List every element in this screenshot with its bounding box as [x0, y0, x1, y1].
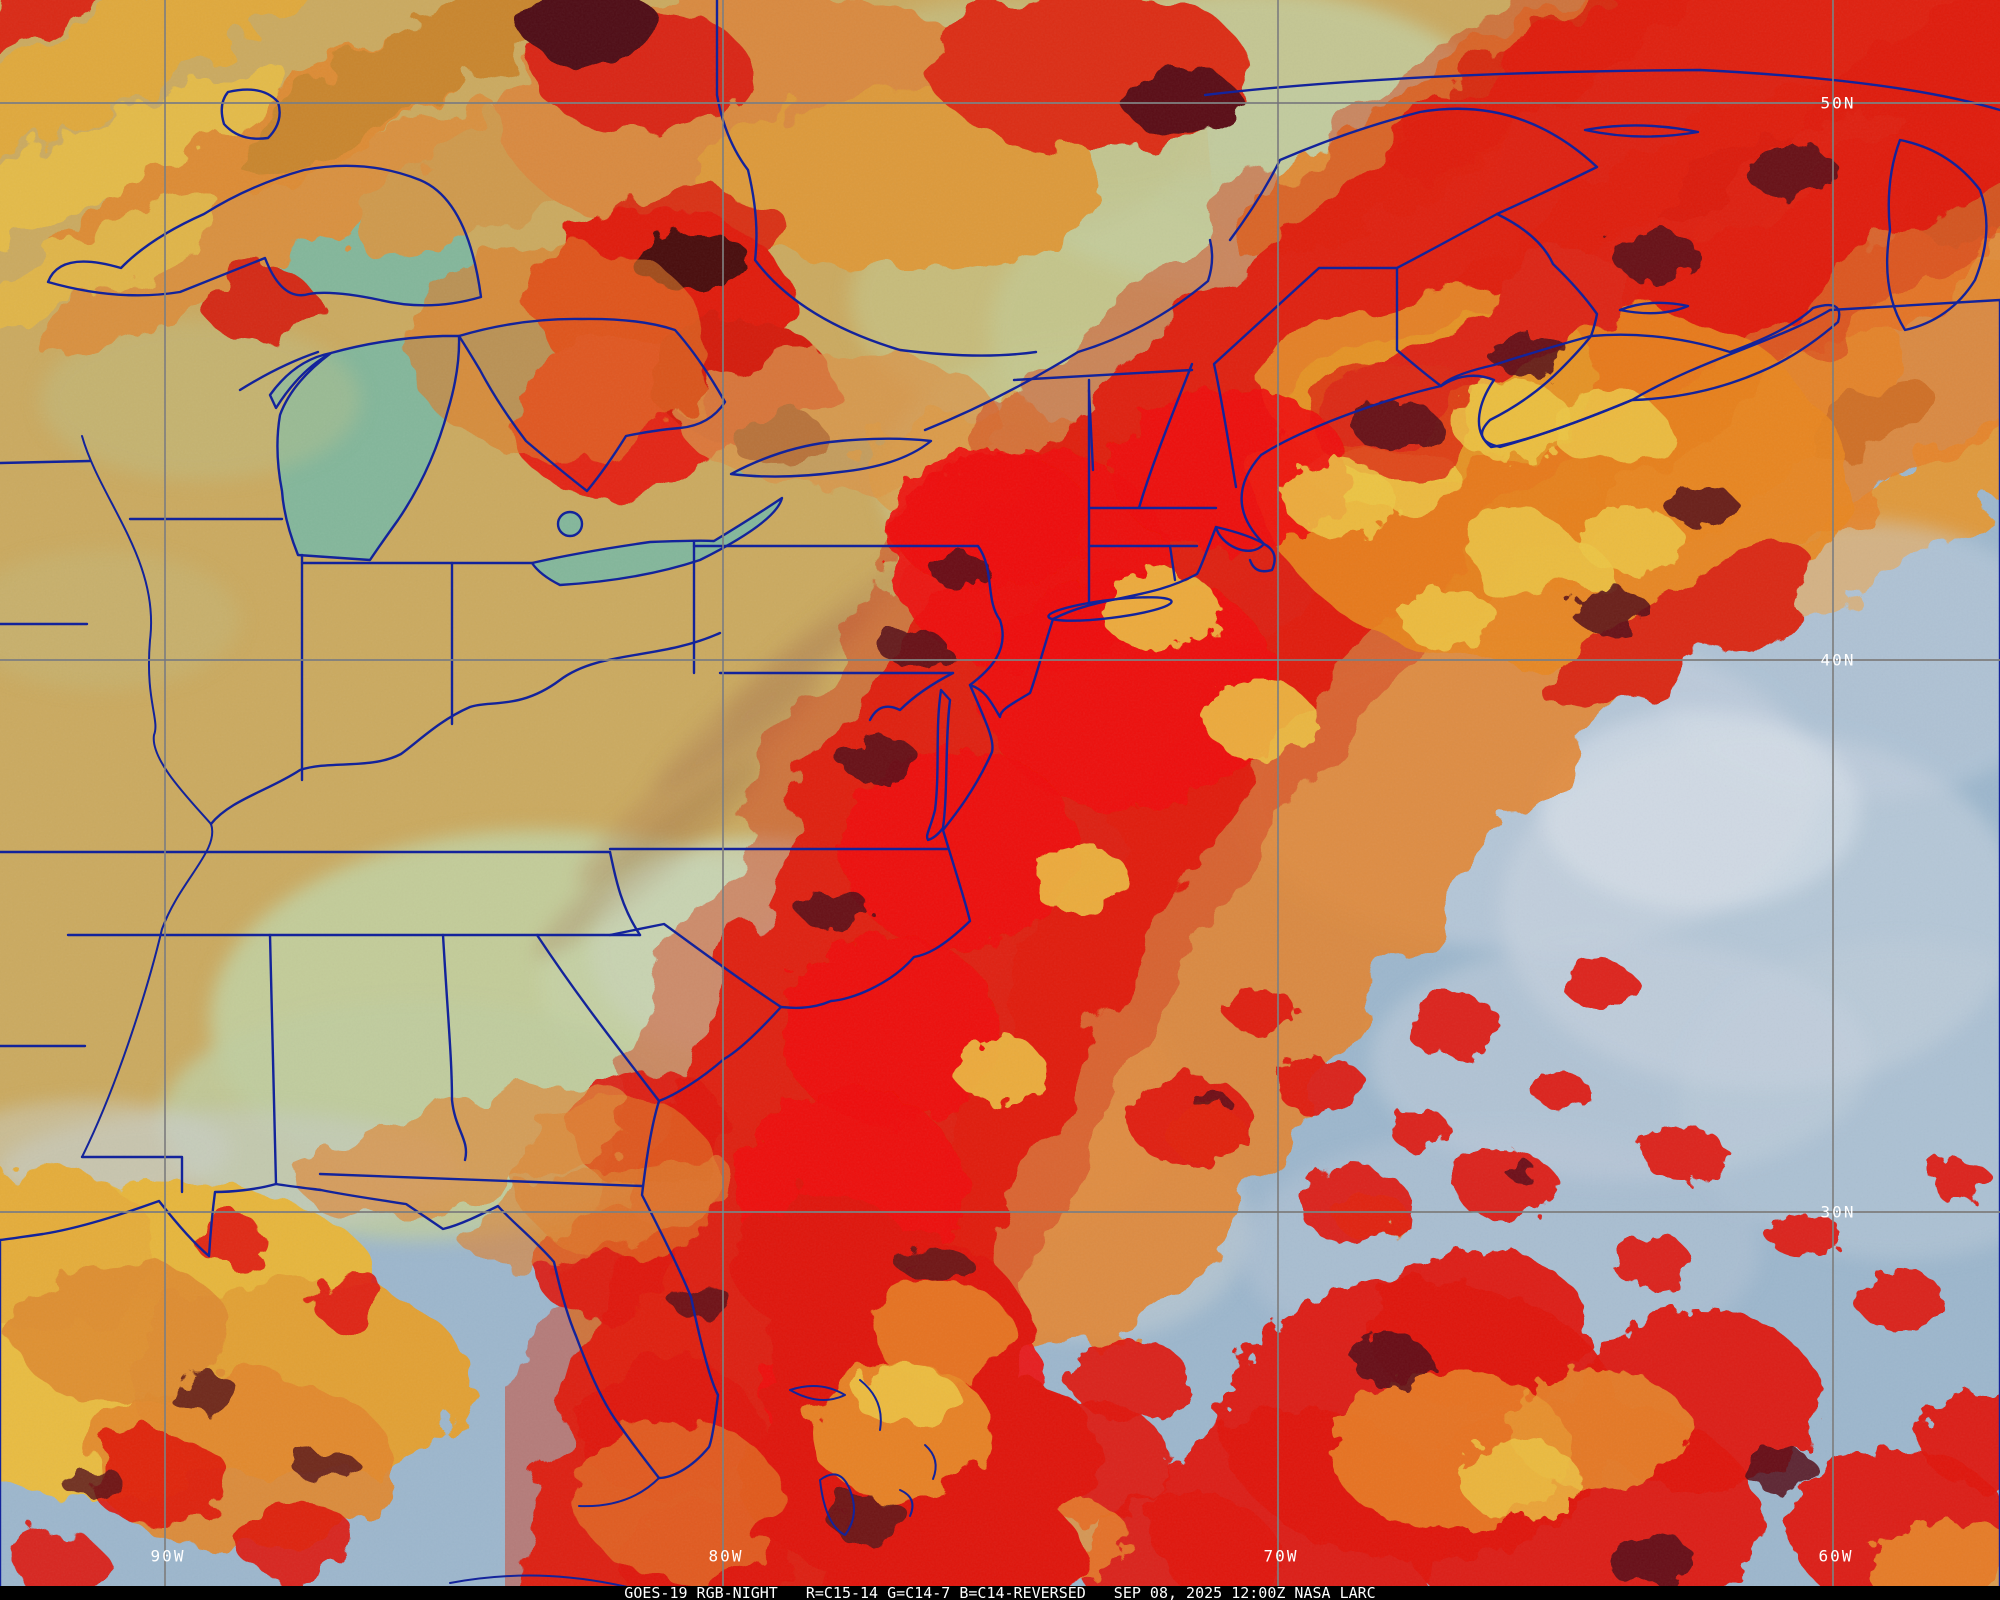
latitude-label-40n: 40N	[1820, 650, 1856, 670]
mississippi-river	[81, 435, 214, 1158]
long-island	[1047, 596, 1173, 622]
quebec-north-shore	[1203, 68, 2000, 112]
andros-island	[819, 1473, 855, 1536]
prince-edward-island	[1618, 301, 1690, 315]
longitude-label-80w: 80W	[708, 1546, 744, 1566]
longitude-label-70w: 70W	[1263, 1546, 1299, 1566]
latitude-label-30n: 30N	[1820, 1202, 1856, 1222]
caption-bar: GOES-19 RGB-NIGHT R=C15-14 G=C14-7 B=C14…	[0, 1586, 2000, 1600]
latitude-label-50n: 50N	[1820, 93, 1856, 113]
gaspe-peninsula	[1228, 107, 1599, 242]
longitude-label-60w: 60W	[1818, 1546, 1854, 1566]
longitude-label-90w: 90W	[150, 1546, 186, 1566]
newfoundland	[1885, 138, 1988, 332]
anticosti-island	[1583, 124, 1700, 138]
chesapeake-bay	[925, 688, 952, 842]
st-lawrence-river	[923, 238, 1214, 432]
caption-channels: R=C15-14 G=C14-7 B=C14-REVERSED	[805, 1584, 1086, 1600]
caption-product: GOES-19 RGB-NIGHT	[624, 1584, 778, 1600]
grand-bahama	[789, 1385, 846, 1401]
caption-datetime: SEP 08, 2025 12:00Z NASA LARC	[1113, 1584, 1376, 1600]
nova-scotia	[1480, 303, 1841, 449]
ohio-river	[209, 631, 722, 826]
cape-cod	[1214, 525, 1276, 573]
florida-keys	[578, 1477, 660, 1508]
